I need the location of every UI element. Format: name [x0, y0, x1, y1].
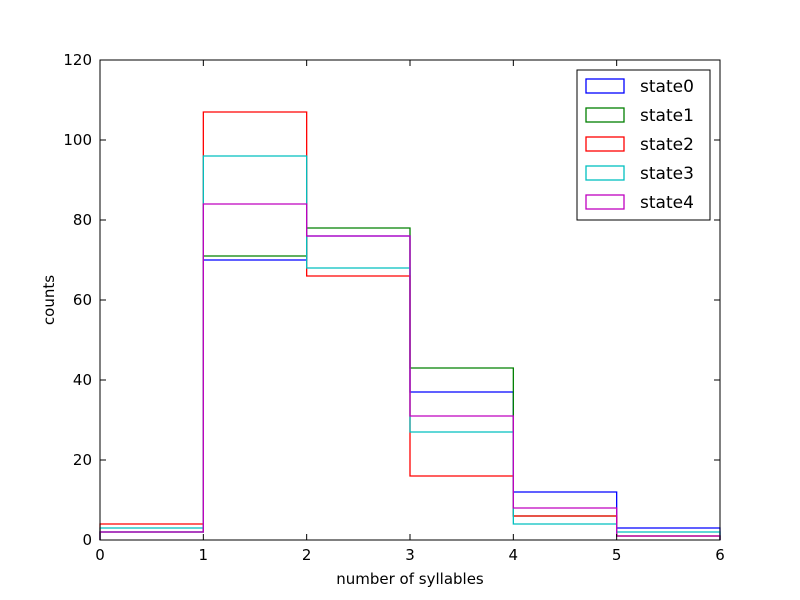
- legend: state0 state1 state2 state3 state4: [576, 69, 711, 221]
- y-tick-label: 60: [73, 291, 92, 309]
- y-tick-label: 80: [73, 211, 92, 229]
- x-tick-label: 5: [612, 546, 622, 564]
- series-layer: [99, 111, 721, 540]
- legend-label-state3: state3: [640, 164, 694, 184]
- legend-swatch-state3: [585, 165, 625, 181]
- y-tick-label: 0: [82, 531, 92, 549]
- x-tick-label: 0: [95, 546, 105, 564]
- legend-swatch-state4: [585, 194, 625, 210]
- y-tick-label: 40: [73, 371, 92, 389]
- x-tick-label: 3: [405, 546, 415, 564]
- legend-swatch-state2: [585, 136, 625, 152]
- y-tick-label: 120: [63, 51, 92, 69]
- legend-label-state0: state0: [640, 77, 694, 97]
- legend-label-state4: state4: [640, 193, 694, 213]
- legend-swatch-state1: [585, 107, 625, 123]
- legend-label-state1: state1: [640, 106, 694, 126]
- series-state4-step: [99, 203, 721, 540]
- x-axis-title: number of syllables: [336, 570, 484, 588]
- y-axis-title: counts: [40, 275, 58, 325]
- x-tick-label: 6: [715, 546, 725, 564]
- x-tick-label: 2: [302, 546, 312, 564]
- legend-label-state2: state2: [640, 135, 694, 155]
- x-tick-label: 4: [509, 546, 519, 564]
- y-tick-label: 20: [73, 451, 92, 469]
- x-tick-label: 1: [199, 546, 209, 564]
- legend-swatch-state0: [585, 78, 625, 94]
- y-tick-label: 100: [63, 131, 92, 149]
